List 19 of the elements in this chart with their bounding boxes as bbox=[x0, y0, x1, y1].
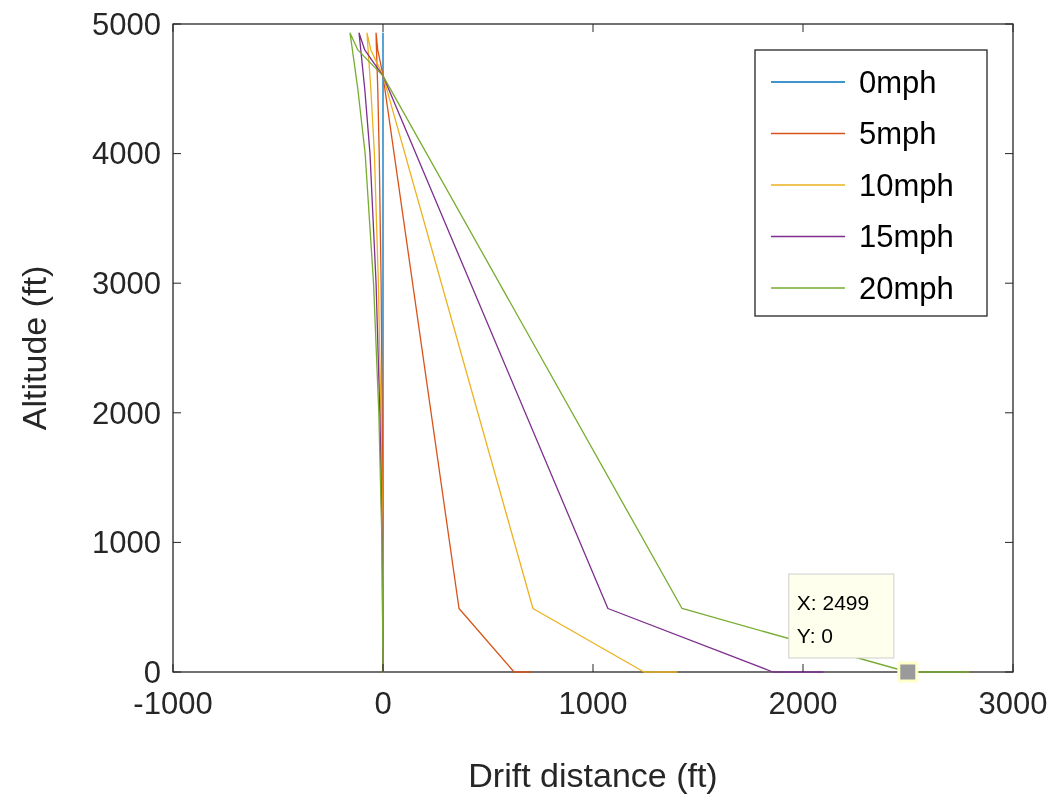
legend-label: 20mph bbox=[859, 270, 954, 306]
legend-label: 0mph bbox=[859, 64, 937, 100]
legend-label: 5mph bbox=[859, 116, 937, 152]
line-series bbox=[366, 32, 678, 673]
y-axis-title: Altitude (ft) bbox=[15, 265, 53, 431]
y-tick-label: 4000 bbox=[92, 136, 161, 172]
x-axis-title: Drift distance (ft) bbox=[468, 756, 718, 794]
y-tick-label: 1000 bbox=[92, 525, 161, 561]
x-tick-label: 3000 bbox=[978, 686, 1048, 721]
y-tick-label: 2000 bbox=[92, 395, 161, 431]
legend-label: 10mph bbox=[859, 167, 954, 203]
legend-label: 15mph bbox=[859, 219, 954, 255]
y-tick-label: 3000 bbox=[92, 266, 161, 302]
x-tick-label: 0 bbox=[374, 686, 392, 721]
x-tick-label: 1000 bbox=[558, 686, 628, 721]
annotation: X: 2499 Y: 0 bbox=[796, 591, 870, 647]
x-tick-label: 2000 bbox=[768, 686, 838, 721]
y-tick-label: 5000 bbox=[92, 6, 161, 42]
line-series bbox=[375, 32, 532, 673]
